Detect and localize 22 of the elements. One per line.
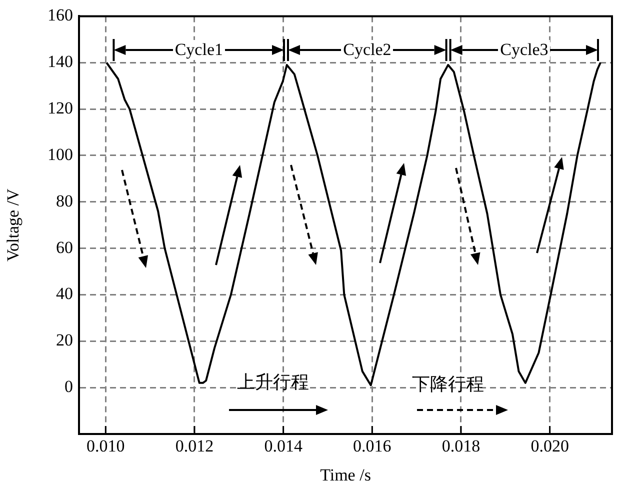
y-tick-label: 40 <box>56 284 73 304</box>
y-tick-label: 120 <box>48 98 73 118</box>
annotation: 下降行程 <box>412 373 484 396</box>
annotation: Cycle3 <box>498 40 550 60</box>
annotation: Cycle1 <box>172 40 225 60</box>
y-axis-title: Voltage /V <box>4 188 23 262</box>
x-tick-label: 0.016 <box>353 436 392 456</box>
x-axis-title: Time /s <box>320 465 371 484</box>
y-tick-label: 140 <box>48 52 73 72</box>
y-tick-label: 160 <box>48 6 73 25</box>
x-tick-label: 0.018 <box>442 436 480 456</box>
annotation: Cycle2 <box>341 40 394 60</box>
y-tick-label: 0 <box>64 377 73 396</box>
x-tick-label: 0.014 <box>264 436 303 456</box>
y-tick-label: 80 <box>56 191 73 210</box>
annotation: 上升行程 <box>237 371 309 394</box>
x-tick-label: 0.020 <box>530 436 569 456</box>
y-tick-label: 60 <box>56 238 73 257</box>
y-tick-label: 20 <box>56 330 73 350</box>
x-tick-label: 0.012 <box>175 436 214 456</box>
y-tick-label: 100 <box>48 144 73 164</box>
x-tick-label: 0.010 <box>86 436 125 456</box>
